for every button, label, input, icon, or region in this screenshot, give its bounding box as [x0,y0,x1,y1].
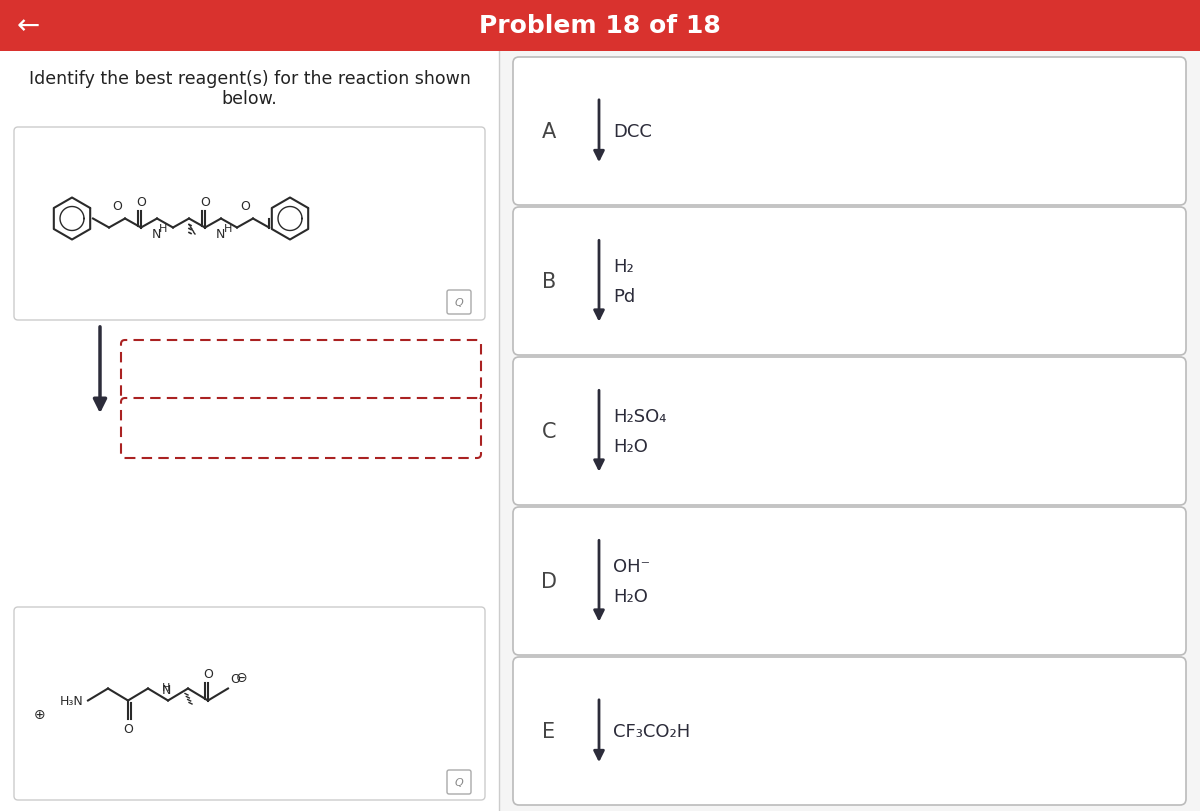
Text: O: O [112,200,122,213]
FancyBboxPatch shape [514,657,1186,805]
Text: DCC: DCC [613,122,652,141]
Text: O: O [203,667,212,680]
FancyBboxPatch shape [121,398,481,458]
Text: O: O [230,672,240,685]
Text: H₂SO₄: H₂SO₄ [613,407,666,426]
Text: H₃N: H₃N [60,694,84,707]
FancyBboxPatch shape [14,128,485,320]
FancyBboxPatch shape [446,770,470,794]
Text: H₂O: H₂O [613,437,648,456]
Text: Pd: Pd [613,288,635,306]
Text: N: N [161,684,170,697]
Text: A: A [542,122,556,142]
Text: below.: below. [222,90,277,108]
Text: Problem 18 of 18: Problem 18 of 18 [479,14,721,38]
FancyBboxPatch shape [514,508,1186,655]
Text: N: N [151,227,161,240]
FancyBboxPatch shape [514,208,1186,355]
FancyBboxPatch shape [121,341,481,401]
Text: O: O [240,200,250,213]
Text: CF₃CO₂H: CF₃CO₂H [613,722,690,740]
Text: E: E [542,721,556,741]
Text: H: H [224,223,232,234]
Text: C: C [541,422,557,441]
Text: N: N [215,227,224,240]
FancyBboxPatch shape [446,290,470,315]
FancyBboxPatch shape [514,358,1186,505]
Text: O: O [200,196,210,209]
Text: ⊕: ⊕ [34,706,46,721]
Text: H: H [162,683,170,693]
Text: ←: ← [17,12,40,40]
Bar [0,0,1200,52]
Text: Q: Q [455,298,463,307]
Text: D: D [541,571,557,591]
Text: O: O [136,196,146,209]
Text: ⊖: ⊖ [236,670,248,684]
Text: B: B [542,272,556,292]
Text: H: H [158,224,167,234]
Text: H₂: H₂ [613,258,634,276]
Text: H₂O: H₂O [613,587,648,605]
FancyBboxPatch shape [14,607,485,800]
Bar [0,52,499,811]
Text: Identify the best reagent(s) for the reaction shown: Identify the best reagent(s) for the rea… [29,70,470,88]
Text: O: O [124,723,133,736]
Text: Q: Q [455,777,463,787]
Text: OH⁻: OH⁻ [613,557,650,575]
FancyBboxPatch shape [514,58,1186,206]
